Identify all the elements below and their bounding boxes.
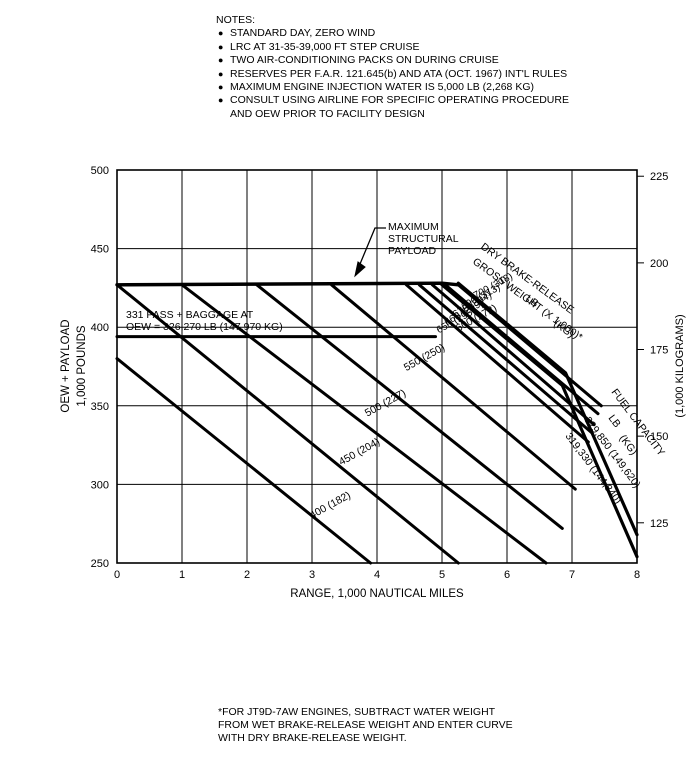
brw-line-600 [330, 283, 577, 491]
bullet-icon: ● [218, 41, 224, 52]
footnote-line: WITH DRY BRAKE-RELEASE WEIGHT. [218, 732, 407, 744]
note-item: ● TWO AIR-CONDITIONING PACKS ON DURING CR… [216, 54, 569, 67]
note-text: LRC AT 31-35-39,000 FT STEP CRUISE [230, 40, 420, 53]
note-item: ● MAXIMUM ENGINE INJECTION WATER IS 5,000… [216, 81, 569, 94]
footnote-line: *FOR JT9D-7AW ENGINES, SUBTRACT WATER WE… [218, 706, 496, 718]
brw-label-550: 550 (250) [402, 342, 447, 374]
note-item: ● STANDARD DAY, ZERO WIND [216, 27, 569, 40]
fuel-capacity-line [456, 281, 639, 537]
max-structural-payload-line [115, 281, 460, 287]
brw-line-500 [180, 283, 548, 565]
note-item: ● LRC AT 31-35-39,000 FT STEP CRUISE [216, 41, 569, 54]
max-payload-leader [359, 227, 386, 265]
y-tick-label: 250 [91, 558, 109, 570]
bullet-icon: ● [218, 95, 224, 106]
notes-list: ● STANDARD DAY, ZERO WIND ● LRC AT 31-35-39… [216, 27, 569, 121]
brw-line-400 [115, 357, 372, 565]
note-text: STANDARD DAY, ZERO WIND [230, 27, 376, 40]
note-item: ● RESERVES PER F.A.R. 121.645(b) AND ATA … [216, 68, 569, 81]
y-tick-label: 300 [91, 479, 109, 491]
footnote-line: FROM WET BRAKE-RELEASE WEIGHT AND ENTER … [218, 719, 513, 731]
note-item: ● CONSULT USING AIRLINE FOR SPECIFIC OPER… [216, 94, 569, 107]
bullet-icon: ● [218, 82, 224, 93]
x-tick-label: 5 [439, 569, 445, 581]
x-tick-label: 3 [309, 569, 315, 581]
plot-frame [116, 169, 638, 564]
pass-label: 331 PASS + BAGGAGE AT [126, 309, 254, 321]
note-text: MAXIMUM ENGINE INJECTION WATER IS 5,000 … [230, 81, 534, 94]
x-tick-label: 4 [374, 569, 380, 581]
y-tick-label: 400 [91, 322, 109, 334]
brw-line-650 [404, 283, 590, 444]
fuel-capacity-line [440, 283, 639, 559]
right-axis-title: (1,000 KILOGRAMS) [674, 314, 686, 417]
y-tick-label: 350 [91, 401, 109, 413]
bullet-icon: ● [218, 28, 224, 39]
footnote: *FOR JT9D-7AW ENGINES, SUBTRACT WATER WE… [218, 706, 513, 745]
note-text: AND OEW PRIOR TO FACILITY DESIGN [230, 107, 425, 120]
notes-title: NOTES: [216, 14, 256, 26]
x-tick-label: 2 [244, 569, 250, 581]
bullet-icon: ● [218, 68, 224, 79]
right-tick-label: 225 [650, 171, 668, 183]
brw-line-660 [417, 283, 593, 434]
notes-block: NOTES: ● STANDARD DAY, ZERO WIND ● LRC AT 3… [216, 14, 569, 121]
right-tick-label: 125 [650, 518, 668, 530]
brw-label-450: 450 (204) [337, 436, 382, 468]
note-text: RESERVES PER F.A.R. 121.645(b) AND ATA (… [230, 67, 568, 80]
arrow-icon [354, 261, 366, 278]
right-tick-label: 200 [650, 258, 668, 270]
max-payload-label: MAXIMUM [388, 221, 439, 233]
max-payload-label: STRUCTURAL [388, 233, 459, 245]
x-axis-title: RANGE, 1,000 NAUTICAL MILES [290, 588, 464, 600]
x-tick-label: 0 [114, 569, 120, 581]
brw-line-450 [115, 283, 460, 565]
x-tick-label: 7 [569, 569, 575, 581]
right-tick-label: 150 [650, 431, 668, 443]
fuel-capacity-title: LB [606, 413, 623, 430]
note-text: TWO AIR-CONDITIONING PACKS ON DURING CRU… [230, 54, 499, 67]
bullet-icon: ● [218, 55, 224, 66]
brw-label-400: 400 (182) [308, 489, 353, 521]
right-tick-label: 175 [650, 345, 668, 357]
y-tick-label: 450 [91, 244, 109, 256]
pass-label: OEW = 326,270 LB (147,970 KG) [126, 321, 283, 333]
brw-line-670 [430, 283, 596, 427]
x-tick-label: 8 [634, 569, 640, 581]
y-tick-label: 500 [91, 165, 109, 177]
brw-label-500: 500 (227) [363, 387, 408, 419]
max-payload-label: PAYLOAD [388, 245, 436, 257]
payload-range-chart: 125 150 175 200 225 0 1 2 3 4 5 6 7 8 250 300 350 400 450 5… [60, 165, 686, 600]
note-item: AND OEW PRIOR TO FACILITY DESIGN [216, 108, 569, 121]
brw-line-550 [255, 283, 564, 530]
x-tick-label: 6 [504, 569, 510, 581]
note-text: CONSULT USING AIRLINE FOR SPECIFIC OPERA… [230, 94, 569, 107]
y-axis-title: OEW + PAYLOAD [60, 319, 72, 412]
y-axis-subtitle: 1,000 POUNDS [76, 325, 88, 407]
x-tick-label: 1 [179, 569, 185, 581]
